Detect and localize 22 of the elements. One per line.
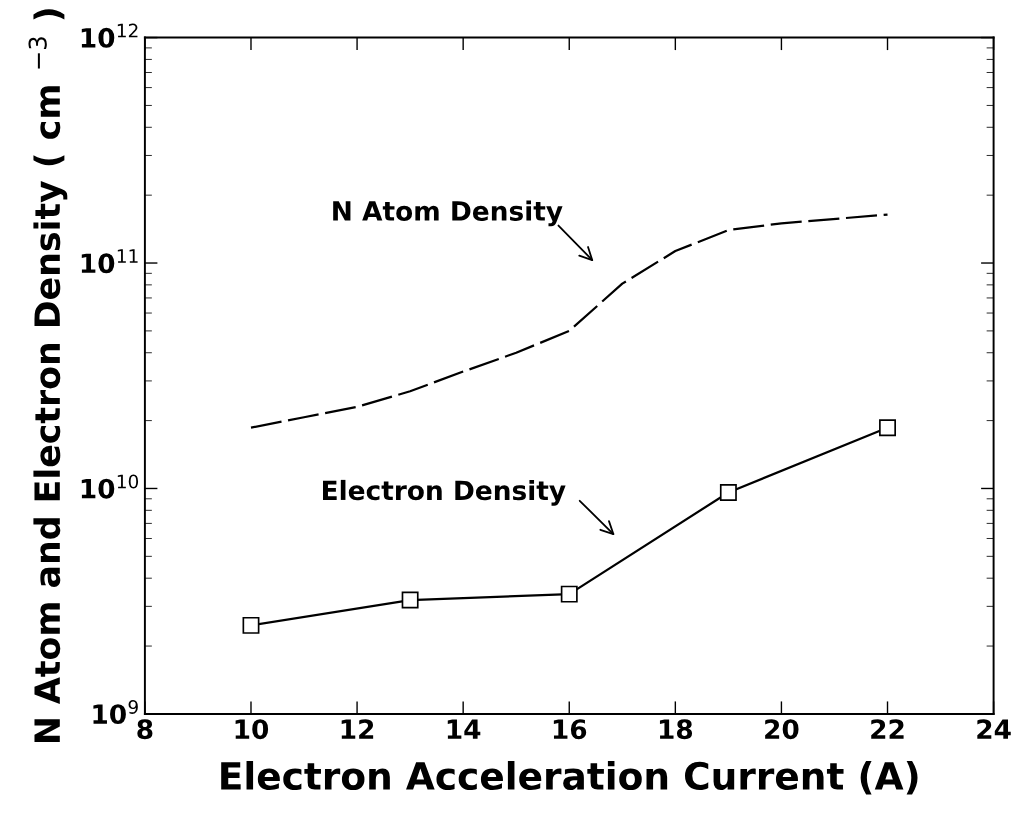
annotation: N Atom Density bbox=[333, 200, 563, 227]
point bbox=[401, 591, 419, 609]
y-tick-label: 10$^{11}$ bbox=[81, 249, 138, 274]
point bbox=[242, 616, 260, 634]
point bbox=[719, 483, 737, 501]
y-tick-label: 10$^{9}$ bbox=[93, 699, 138, 725]
x-tick-label: 8 bbox=[137, 719, 153, 740]
x-tick-label: 12 bbox=[341, 719, 374, 739]
x-tick-label: 14 bbox=[447, 719, 481, 739]
x-tick-label: 16 bbox=[553, 719, 587, 740]
x-tick-label: 18 bbox=[659, 719, 693, 740]
x-tick-label: 20 bbox=[765, 719, 799, 740]
y-tick-label: 10$^{12}$ bbox=[81, 23, 138, 48]
x-axis-title: Electron Acceleration Current (A) bbox=[221, 760, 918, 795]
point bbox=[560, 585, 578, 603]
y-tick-label: 10$^{10}$ bbox=[81, 474, 139, 499]
x-tick-label: 10 bbox=[235, 719, 269, 740]
point bbox=[879, 419, 896, 437]
annotation: Electron Density bbox=[323, 479, 566, 506]
x-tick-label: 24 bbox=[977, 719, 1011, 739]
x-tick-label: 22 bbox=[871, 719, 904, 739]
y-axis-title: N Atom and Electron Density ( cm $^{−3}$ ) bbox=[28, 9, 68, 742]
